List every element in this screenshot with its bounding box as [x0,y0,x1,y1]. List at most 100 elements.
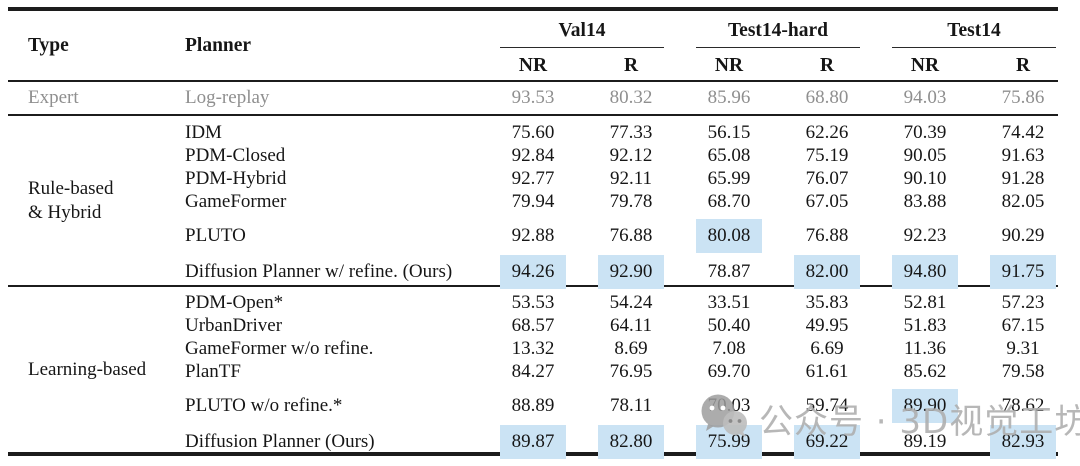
metric-value: 78.87 [707,261,751,282]
planner-name: PLUTO [185,225,246,246]
table-row: PLUTO w/o refine.* 88.89 78.11 70.03 59.… [28,389,1072,423]
metric-value: 51.83 [903,315,947,336]
metric-value: 90.10 [903,168,947,189]
metric-value: 92.84 [511,145,555,166]
table-row: PDM-Hybrid 92.77 92.11 65.99 76.07 90.10… [28,167,1072,190]
planner-name: PlanTF [185,361,241,382]
planner-name: PDM-Hybrid [185,168,287,189]
metric-value: 50.40 [707,315,751,336]
metric-value: 68.80 [805,87,849,108]
metric-value: 91.63 [1001,145,1045,166]
metric-value: 75.99 [696,425,762,459]
metric-value: 94.03 [903,87,947,108]
subcol-t14-nr: NR [910,55,940,76]
metric-value: 61.61 [805,361,849,382]
metric-value: 75.86 [1001,87,1045,108]
metric-value: 49.95 [805,315,849,336]
metric-value: 75.19 [805,145,849,166]
planner-name: IDM [185,122,222,143]
metric-value: 68.57 [511,315,555,336]
col-header-planner: Planner [185,35,252,56]
metric-value: 62.26 [805,122,849,143]
metric-value: 8.69 [614,338,648,359]
metric-value: 89.19 [903,431,947,452]
metric-value: 92.12 [609,145,653,166]
metric-value: 59.74 [805,395,849,416]
metric-value: 69.70 [707,361,751,382]
table-row: UrbanDriver 68.57 64.11 50.40 49.95 51.8… [28,314,1072,337]
subcol-val14-nr: NR [518,55,548,76]
metric-value: 92.77 [511,168,555,189]
table-header: Type Planner Val14 Test14-hard Test14 NR… [28,12,1072,80]
metric-value: 91.75 [990,255,1056,289]
table-row: PDM-Open* 53.53 54.24 33.51 35.83 52.81 … [28,291,1072,314]
planner-name: PDM-Open* [185,292,284,313]
metric-value: 56.15 [707,122,751,143]
metric-value: 80.32 [609,87,653,108]
metric-value: 94.80 [892,255,958,289]
metric-value: 80.08 [696,219,762,253]
planner-name: Diffusion Planner w/ refine. (Ours) [185,261,453,282]
metric-value: 67.15 [1001,315,1045,336]
metric-value: 85.62 [903,361,947,382]
table-rule-below-header [8,80,1058,82]
section-learning-based: Learning-based PDM-Open* 53.53 54.24 33.… [0,288,1080,459]
metric-value: 35.83 [805,292,849,313]
metric-value: 79.78 [609,191,653,212]
planner-name: PLUTO w/o refine.* [185,395,343,416]
metric-value: 54.24 [609,292,653,313]
expert-row: Expert Log-replay 93.53 80.32 85.96 68.8… [28,83,1072,113]
subcol-t14h-r: R [819,55,835,76]
table-row: IDM 75.60 77.33 56.15 62.26 70.39 74.42 [28,121,1072,144]
group-header-test14: Test14 [892,20,1056,48]
metric-value: 74.42 [1001,122,1045,143]
metric-value: 82.05 [1001,191,1045,212]
metric-value: 92.11 [609,168,653,189]
table-rule-top [8,7,1058,11]
metric-value: 92.23 [903,225,947,246]
metric-value: 92.90 [598,255,664,289]
metric-value: 64.11 [609,315,653,336]
planner-log-replay: Log-replay [185,87,270,108]
metric-value: 79.58 [1001,361,1045,382]
metric-value: 65.08 [707,145,751,166]
metric-value: 79.94 [511,191,555,212]
subcol-t14h-nr: NR [714,55,744,76]
metric-value: 76.88 [805,225,849,246]
metric-value: 11.36 [903,338,947,359]
metric-value: 70.03 [707,395,751,416]
metric-value: 57.23 [1001,292,1045,313]
metric-value: 85.96 [707,87,751,108]
metric-value: 75.60 [511,122,555,143]
metric-value: 6.69 [810,338,844,359]
metric-value: 52.81 [903,292,947,313]
metric-value: 67.05 [805,191,849,212]
metric-value: 84.27 [511,361,555,382]
metric-value: 93.53 [511,87,555,108]
metric-value: 9.31 [1006,338,1040,359]
section-rule-based: Rule-based & Hybrid IDM 75.60 77.33 56.1… [0,116,1080,289]
metric-value: 78.62 [1001,395,1045,416]
metric-value: 76.07 [805,168,849,189]
subcol-t14-r: R [1015,55,1031,76]
metric-value: 90.05 [903,145,947,166]
table-row-ours: Diffusion Planner w/ refine. (Ours) 94.2… [28,255,1072,289]
metric-value: 89.87 [500,425,566,459]
table-rule-below-expert [8,114,1058,116]
metric-value: 70.39 [903,122,947,143]
metric-value: 53.53 [511,292,555,313]
type-label-rule-based: Rule-based & Hybrid [28,177,114,223]
metric-value: 7.08 [712,338,746,359]
table-row: GameFormer w/o refine. 13.32 8.69 7.08 6… [28,337,1072,360]
metric-value: 33.51 [707,292,751,313]
metric-value: 94.26 [500,255,566,289]
table-row: PDM-Closed 92.84 92.12 65.08 75.19 90.05… [28,144,1072,167]
metric-value: 90.29 [1001,225,1045,246]
table-row-ours: Diffusion Planner (Ours) 89.87 82.80 75.… [28,425,1072,459]
table-row: PLUTO 92.88 76.88 80.08 76.88 92.23 90.2… [28,219,1072,253]
group-header-val14: Val14 [500,20,664,48]
group-header-test14-hard: Test14-hard [696,20,860,48]
col-header-type: Type [28,35,69,56]
metric-value: 76.95 [609,361,653,382]
